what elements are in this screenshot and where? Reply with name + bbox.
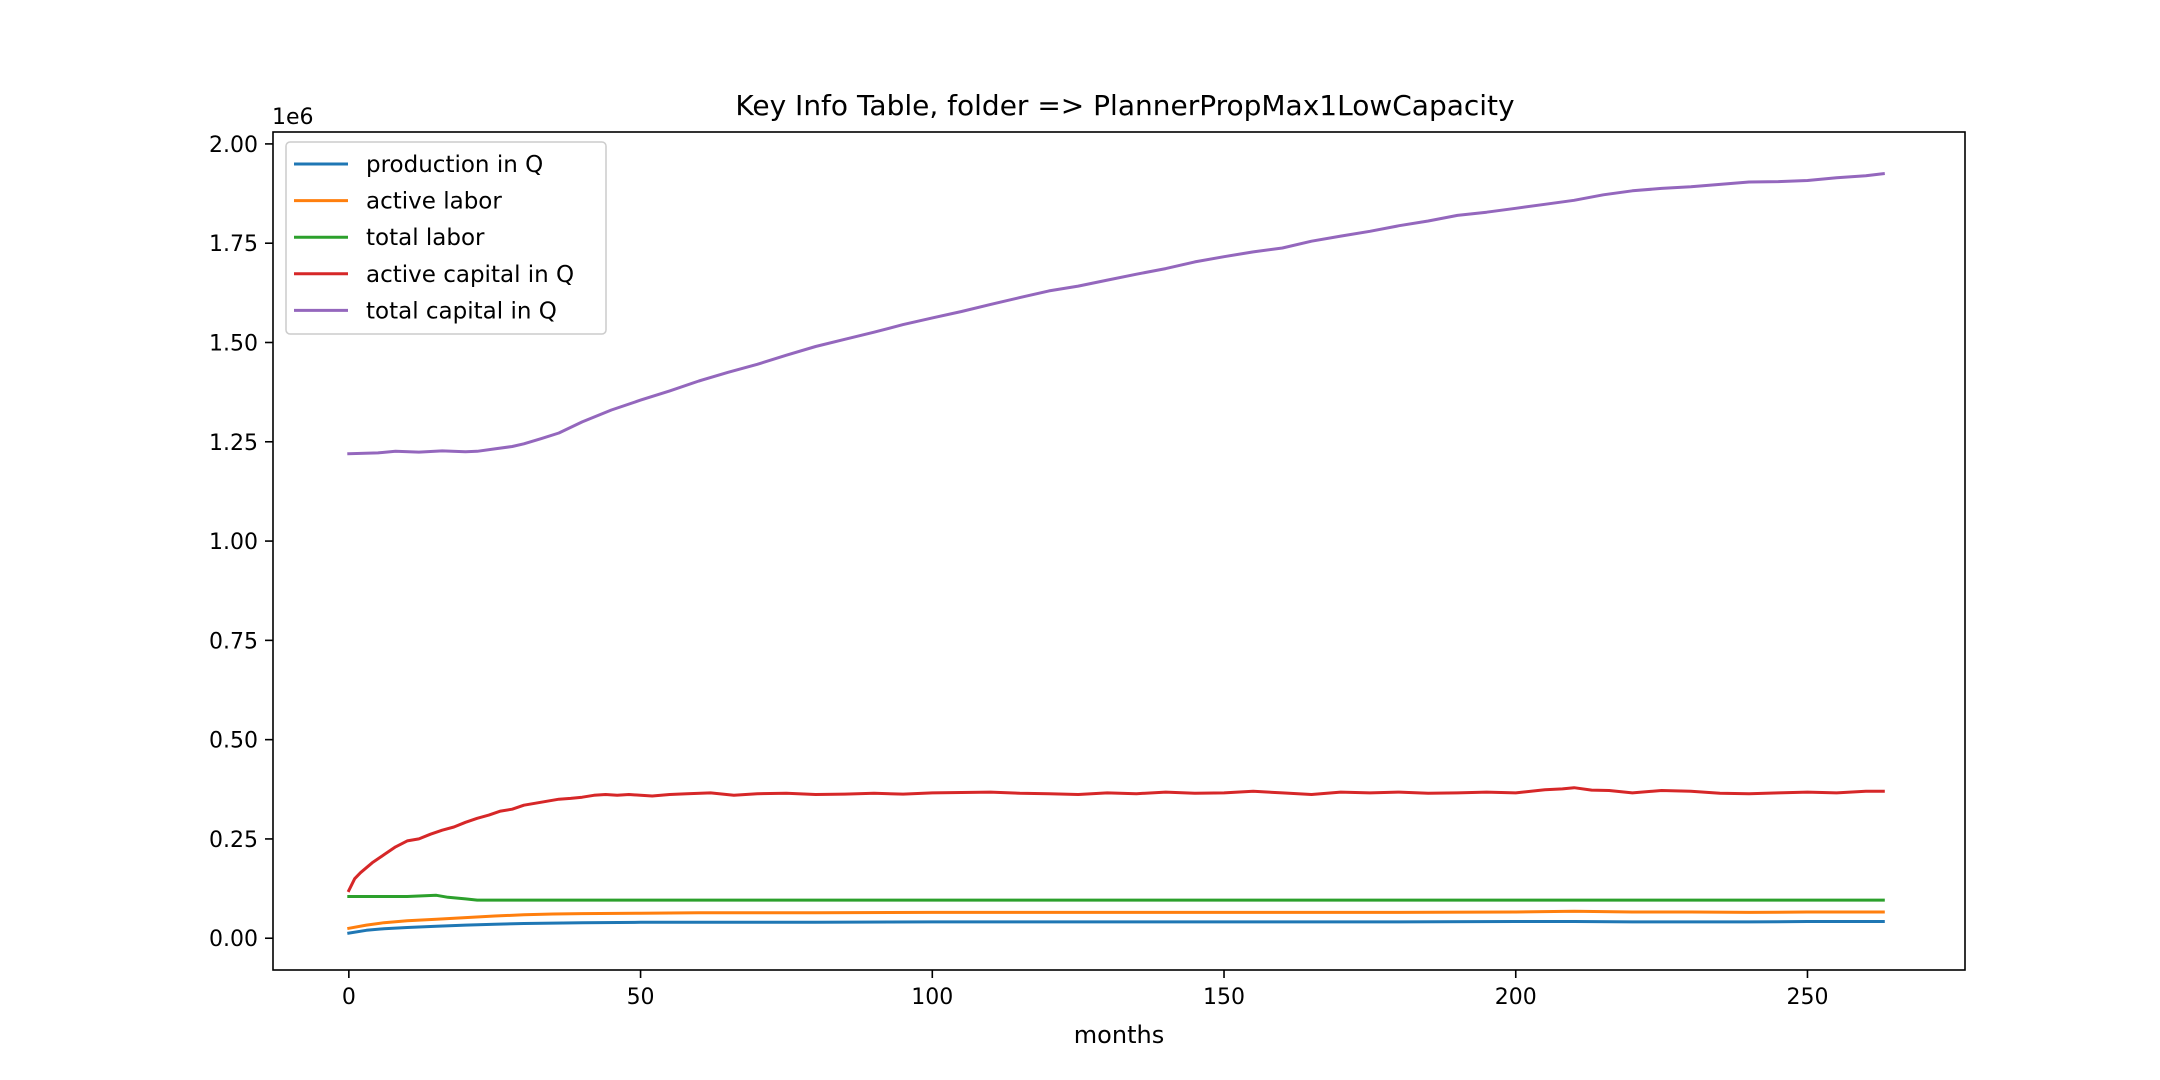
legend-label-3: active capital in Q [366,262,574,288]
y-tick-label: 1.00 [209,530,258,555]
legend-label-2: total labor [366,225,485,251]
y-tick-label: 0.75 [209,629,258,654]
series-line-3 [346,786,1885,893]
legend-label-0: production in Q [366,152,543,178]
legend-label-4: total capital in Q [366,298,557,324]
series-layer [346,172,1885,935]
y-tick-label: 2.00 [209,133,258,158]
x-axis-label: months [1074,1021,1164,1049]
legend-frame [285,141,607,335]
y-axis-offset-label: 1e6 [272,105,314,130]
x-tick-label: 0 [342,985,356,1010]
x-axis-ticks: 0 50 100 150 200 250 [342,970,1828,1010]
legend-label-1: active labor [366,189,502,215]
legend: production in Q active labor total labor ac… [285,141,607,335]
x-tick-label: 100 [911,985,953,1010]
x-tick-label: 200 [1495,985,1537,1010]
x-tick-label: 150 [1203,985,1245,1010]
x-tick-label: 50 [627,985,655,1010]
plot-frame [272,131,1966,971]
series-line-4 [347,172,1885,456]
y-tick-label: 1.25 [209,431,258,456]
y-tick-label: 0.50 [209,729,258,754]
series-line-0 [347,920,1885,935]
chart-title: Key Info Table, folder => PlannerPropMax… [735,89,1514,122]
x-tick-label: 250 [1786,985,1828,1010]
y-tick-label: 0.25 [209,828,258,853]
series-line-1 [347,909,1885,931]
y-tick-label: 1.75 [209,232,258,257]
y-tick-label: 0.00 [209,927,258,952]
series-line-2 [347,893,1885,902]
y-tick-label: 1.50 [209,331,258,356]
y-axis-ticks: 0.00 0.25 0.50 0.75 1.00 1.25 1.50 1.75 2.00 [209,133,273,952]
